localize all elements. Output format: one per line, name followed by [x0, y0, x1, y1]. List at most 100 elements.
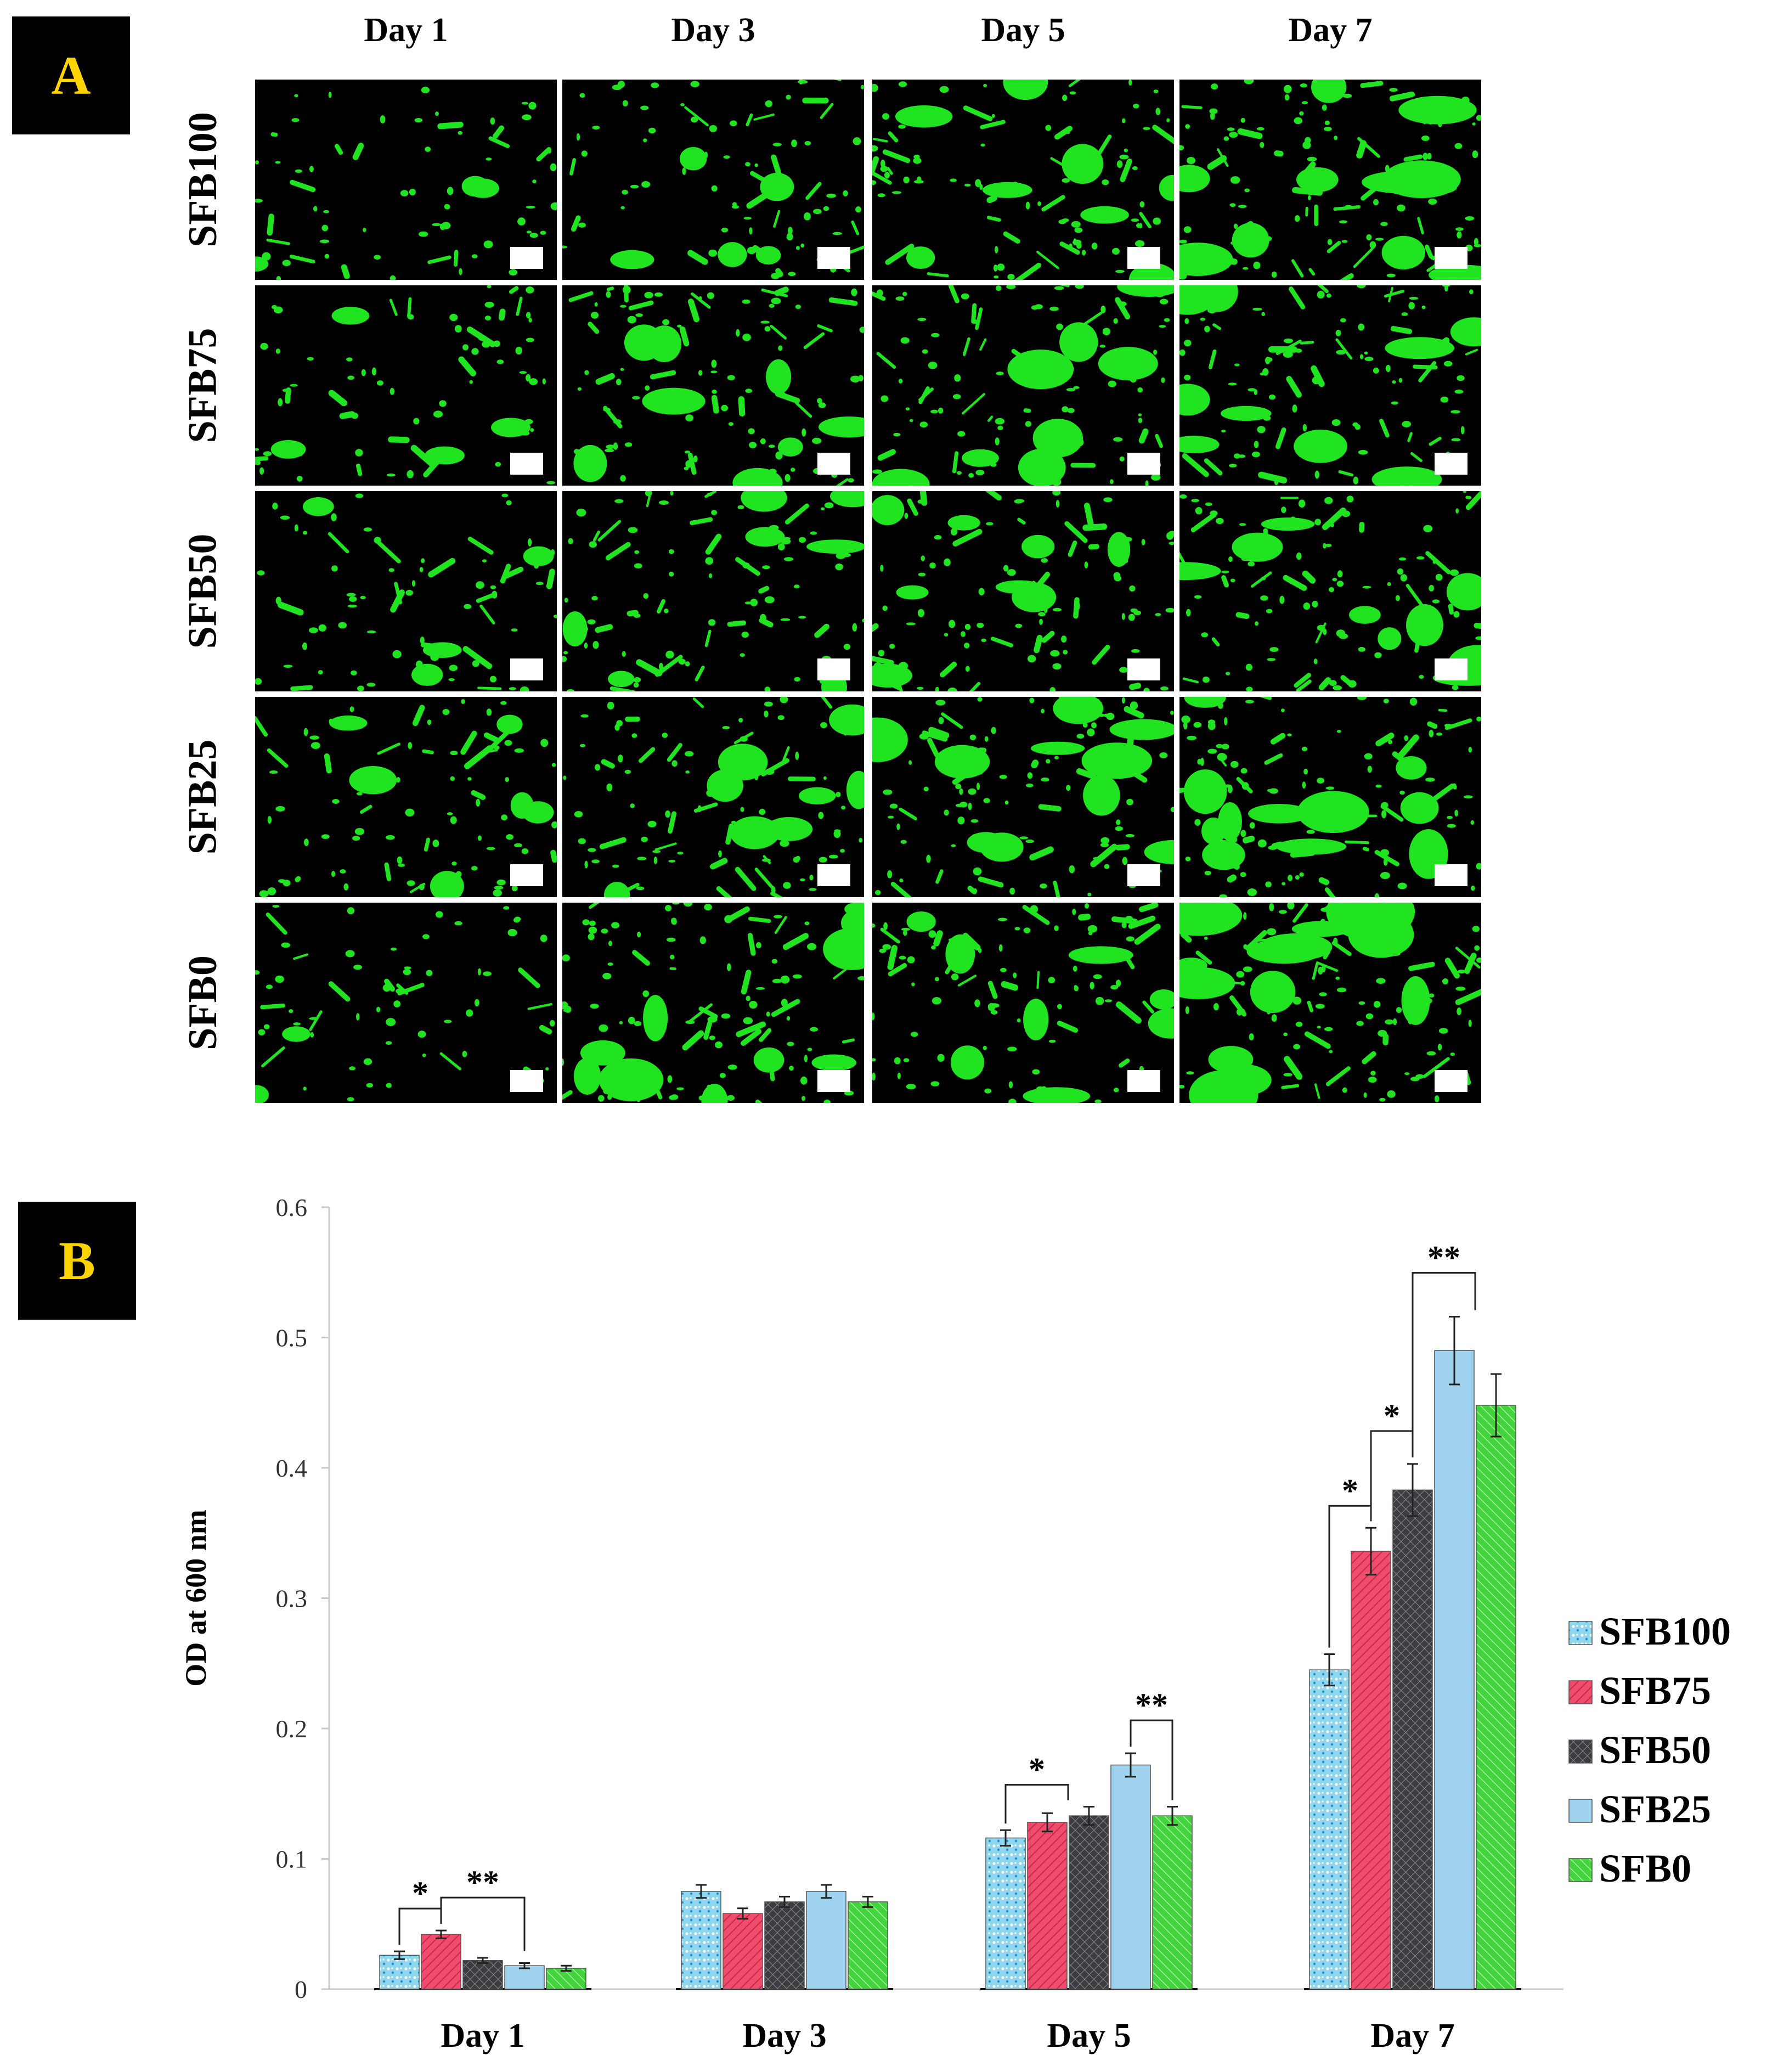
cell-strand	[328, 981, 351, 1002]
cell-strand	[1379, 419, 1390, 438]
cell-dot	[665, 810, 671, 818]
cell-dot	[810, 531, 817, 535]
cell-dot	[1168, 531, 1174, 537]
cell-cluster	[1183, 769, 1227, 814]
cell-strand	[692, 697, 704, 708]
cell-dot	[476, 581, 484, 589]
cell-dot	[281, 942, 290, 948]
cell-dot	[1159, 299, 1169, 305]
cell-dot	[1260, 142, 1265, 148]
cell-dot	[1087, 728, 1095, 736]
cell-dot	[576, 509, 586, 517]
cell-strand	[479, 604, 495, 624]
cell-dot	[1153, 89, 1159, 93]
cell-strand	[617, 882, 640, 897]
cell-dot	[1444, 723, 1452, 728]
cell-dot	[598, 1095, 605, 1102]
cell-dot	[447, 453, 453, 461]
cell-dot	[709, 1035, 716, 1040]
cell-dot	[1243, 912, 1247, 920]
cell-dot	[708, 249, 718, 257]
cell-dot	[1331, 419, 1341, 426]
cell-dot	[1383, 858, 1388, 866]
cell-dot	[1131, 218, 1139, 222]
cell-strand	[876, 352, 896, 369]
cell-dot	[448, 678, 455, 682]
cell-strand	[654, 842, 677, 851]
cell-dot	[1015, 80, 1025, 86]
cell-strand	[1182, 453, 1209, 477]
cell-dot	[1093, 974, 1102, 979]
cell-cluster	[1053, 697, 1104, 724]
cell-dot	[931, 945, 936, 950]
cell-dot	[644, 291, 653, 299]
cell-dot	[1201, 977, 1207, 981]
cell-dot	[951, 844, 956, 847]
cell-dot	[355, 449, 363, 457]
cell-dot	[1380, 849, 1389, 857]
cell-dot	[1340, 318, 1346, 323]
cell-strand	[1390, 326, 1413, 334]
cell-dot	[382, 984, 391, 992]
cell-dot	[1387, 582, 1391, 586]
cell-strand	[487, 729, 511, 752]
cell-dot	[781, 538, 791, 545]
cell-dot	[1298, 499, 1306, 508]
cell-strand	[1038, 804, 1062, 812]
cell-dot	[777, 715, 784, 720]
cell-dot	[1287, 733, 1292, 736]
cell-dot	[520, 686, 529, 691]
y-tick-label: 0.2	[276, 1715, 308, 1743]
cell-dot	[883, 922, 888, 930]
cell-cluster	[1030, 741, 1085, 755]
cell-dot	[654, 292, 663, 297]
cell-dot	[783, 882, 791, 889]
cell-strand	[1406, 584, 1423, 606]
cell-strand	[458, 356, 476, 376]
cell-dot	[1266, 1007, 1271, 1015]
cell-dot	[1213, 919, 1220, 923]
cell-dot	[403, 969, 411, 975]
cell-dot	[1104, 999, 1112, 1003]
cell-dot	[1442, 978, 1449, 984]
cell-strand	[1283, 575, 1307, 591]
cell-strand	[687, 299, 699, 323]
cell-dot	[1342, 1087, 1347, 1093]
cell-strand	[638, 747, 656, 763]
cell-dot	[618, 755, 623, 763]
cell-dot	[1200, 317, 1206, 321]
cell-dot	[922, 349, 928, 354]
cell-dot	[1164, 318, 1170, 322]
cell-dot	[1333, 685, 1342, 691]
cell-dot	[1329, 680, 1337, 686]
cell-strand	[410, 444, 436, 468]
cell-dot	[878, 650, 885, 657]
cell-dot	[1397, 568, 1404, 575]
cell-dot	[1396, 1007, 1402, 1014]
bar-sfb75-day-3	[723, 1913, 763, 1990]
bar-sfb25-day-5	[1110, 1764, 1151, 1990]
cell-strand	[1181, 105, 1203, 109]
micrograph-background	[872, 903, 1174, 1103]
cell-dot	[1179, 349, 1186, 356]
cell-dot	[1288, 875, 1293, 881]
cell-strand	[1207, 155, 1227, 170]
cell-dot	[1330, 523, 1334, 527]
cell-dot	[1472, 122, 1476, 126]
cell-dot	[676, 1087, 684, 1090]
cell-dot	[331, 565, 338, 572]
cell-cluster	[466, 178, 499, 198]
micrograph-sfb100-day-7	[1179, 80, 1481, 280]
cell-dot	[981, 638, 986, 643]
cell-dot	[1397, 882, 1407, 889]
cell-dot	[1362, 585, 1371, 589]
cell-dot	[605, 448, 614, 453]
cell-dot	[1332, 578, 1337, 582]
cell-dot	[347, 604, 357, 608]
cell-strand	[888, 963, 907, 977]
cell-dot	[1296, 552, 1302, 560]
cell-strand	[1155, 433, 1163, 448]
cell-dot	[1416, 556, 1425, 560]
cell-strand	[1455, 947, 1481, 969]
cell-dot	[1365, 1013, 1374, 1020]
